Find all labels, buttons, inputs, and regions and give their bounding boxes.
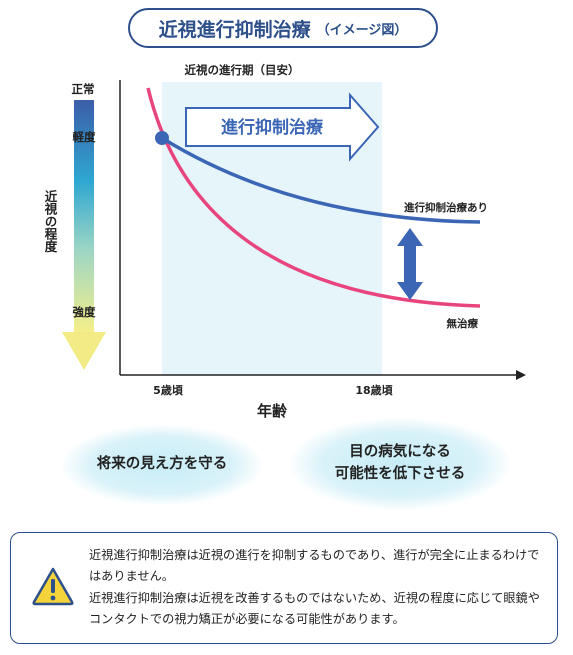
difference-arrow <box>397 228 423 300</box>
notice-line-1: 近視進行抑制治療は近視の進行を抑制するものであり、進行が完全に止まるわけではあり… <box>89 548 540 584</box>
chart: 近視の進行期（目安） 進行抑制治療 5歳頃 18歳頃 年齢 正常 軽度 強度 近視… <box>43 63 526 420</box>
notice-box: 近視進行抑制治療は近視の進行を抑制するものであり、進行が完全に止まるわけではあり… <box>10 532 558 644</box>
series-label-untreated: 無治療 <box>447 317 479 330</box>
notice-line-2: 近視進行抑制治療は近視を改善するものではないため、近視の程度に応じて眼鏡やコンタ… <box>89 590 540 627</box>
severity-severe-label: 強度 <box>73 305 96 319</box>
series-treated-line <box>161 136 481 224</box>
x-tick-label: 5歳頃 <box>153 383 184 397</box>
series-label-treated: 進行抑制治療あり <box>404 201 488 214</box>
y-axis-label: 近視の程度 <box>43 189 58 253</box>
benefit-disease-line1: 目の病気になる <box>349 444 451 461</box>
benefit-vision-text: 将来の見え方を守る <box>96 456 228 473</box>
benefit-bubble-vision: 将来の見え方を守る <box>62 425 262 505</box>
severity-gradient-bar <box>74 100 94 332</box>
benefit-bubble-disease: 目の病気になる 可能性を低下させる <box>290 418 510 510</box>
x-axis-arrowhead <box>516 370 526 380</box>
warning-icon <box>32 567 74 606</box>
x-tick-label: 18歳頃 <box>355 383 393 397</box>
start-point <box>155 131 169 145</box>
treatment-arrow-label: 進行抑制治療 <box>221 117 324 138</box>
band-label: 近視の進行期（目安） <box>185 63 300 77</box>
page-title: 近視進行抑制治療 <box>158 18 311 41</box>
x-axis-label: 年齢 <box>257 402 288 420</box>
severity-top-label: 正常 <box>72 82 95 96</box>
severity-arrowhead <box>62 332 106 370</box>
title-pill: 近視進行抑制治療 （イメージ図） <box>128 8 438 48</box>
benefit-disease-line2: 可能性を低下させる <box>334 466 466 482</box>
page-subtitle: （イメージ図） <box>316 22 408 38</box>
treatment-arrow: 進行抑制治療 <box>185 92 380 162</box>
severity-mild-label: 軽度 <box>73 130 96 144</box>
